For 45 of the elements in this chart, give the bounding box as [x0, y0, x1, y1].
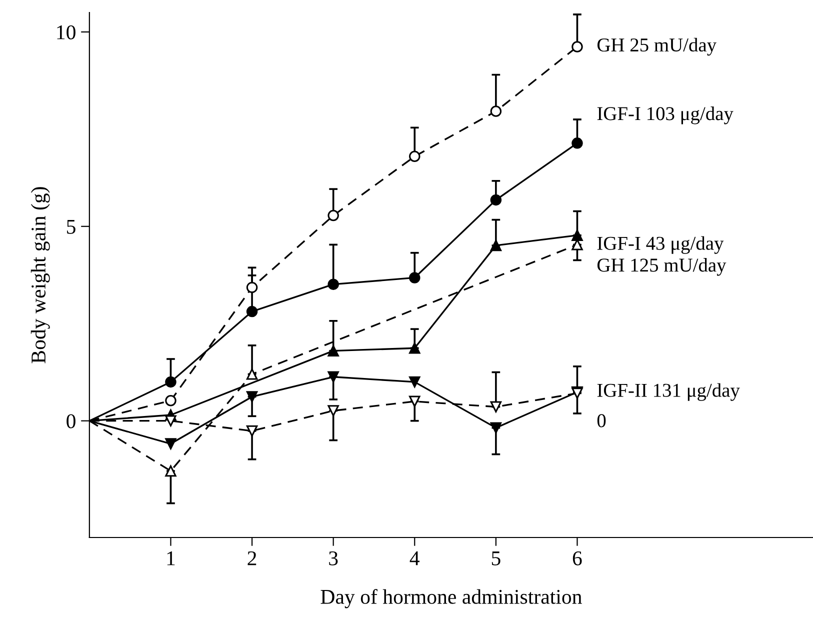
point — [165, 438, 176, 450]
point — [490, 240, 502, 252]
point — [409, 342, 420, 354]
point — [572, 41, 583, 52]
point — [328, 345, 339, 356]
x-tick-label: 2 — [248, 551, 256, 566]
point — [246, 425, 258, 437]
point — [490, 194, 502, 206]
y-tick-label: 10 — [57, 25, 76, 40]
y-tick-label: 5 — [67, 220, 76, 234]
x-tick-label: 4 — [410, 551, 420, 566]
x-tick-label: 5 — [492, 552, 500, 566]
point — [165, 376, 176, 388]
x-tick-label: 1 — [167, 551, 175, 566]
point — [572, 138, 583, 149]
series-label: IGF-I 103 μg/day — [597, 106, 734, 124]
x-tick-label: 3 — [329, 551, 338, 566]
point — [409, 150, 420, 162]
x-tick-label: 6 — [572, 551, 582, 566]
point — [165, 394, 176, 406]
point — [409, 272, 420, 284]
y-axis-title: Body weight gain (g) — [30, 187, 50, 364]
point — [328, 210, 339, 222]
point — [409, 396, 420, 408]
point — [246, 282, 258, 294]
series-label: GH 125 mU/day — [597, 258, 726, 276]
y-tick-label: 0 — [66, 414, 76, 428]
point — [409, 376, 420, 388]
point — [246, 391, 258, 402]
point — [490, 422, 502, 434]
point — [246, 306, 258, 318]
series-label: 0 — [597, 414, 606, 428]
point — [328, 278, 339, 290]
point — [572, 230, 583, 241]
point — [246, 368, 258, 380]
series-label: IGF-I 43 μg/day — [597, 236, 724, 254]
series-label: GH 25 mU/day — [597, 38, 716, 56]
x-axis-title: Day of hormone administration — [320, 589, 582, 608]
point — [328, 371, 339, 383]
point — [165, 415, 176, 426]
series-label: IGF-II 131 μg/day — [597, 383, 740, 401]
point — [165, 465, 176, 477]
point — [328, 405, 339, 416]
point — [490, 106, 502, 117]
point — [490, 401, 502, 412]
